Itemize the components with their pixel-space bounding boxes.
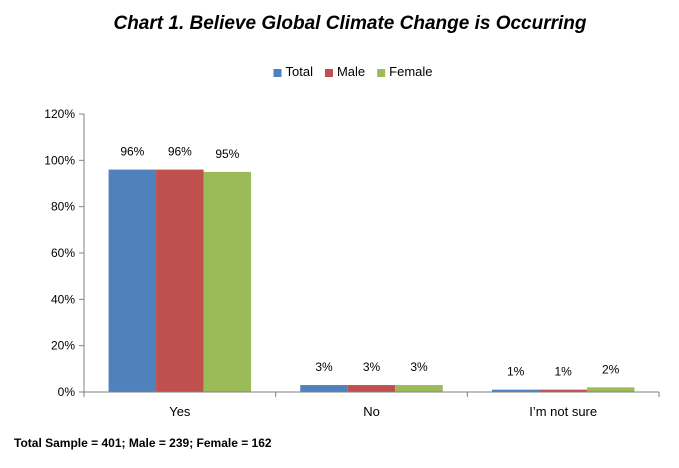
x-axis: Yes No I’m not sure	[83, 391, 660, 419]
data-label: 96%	[120, 145, 144, 159]
legend-item-female: Female	[377, 64, 433, 79]
data-label: 2%	[602, 362, 620, 376]
bar-female	[395, 385, 443, 392]
data-label: 1%	[554, 365, 572, 379]
y-tick-label: 60%	[51, 246, 75, 260]
category-label: Yes	[169, 404, 191, 419]
y-tick-label: 20%	[51, 339, 75, 353]
y-tick-label: 80%	[51, 200, 75, 214]
legend-label: Female	[389, 64, 432, 79]
y-tick-label: 120%	[44, 107, 75, 121]
data-label: 3%	[315, 360, 333, 374]
data-label: 95%	[215, 147, 239, 161]
bar-total	[491, 389, 540, 392]
bar-male	[156, 169, 204, 392]
bar-male	[539, 389, 587, 392]
chart-title: Chart 1. Believe Global Climate Change i…	[113, 13, 586, 34]
legend-swatch	[273, 69, 282, 77]
data-label: 96%	[168, 145, 192, 159]
legend-swatch	[377, 69, 386, 77]
data-label: 1%	[507, 365, 525, 379]
bar-female	[586, 387, 635, 392]
data-label: 3%	[410, 360, 428, 374]
sample-footnote: Total Sample = 401; Male = 239; Female =…	[14, 436, 272, 450]
bar-total	[108, 169, 157, 392]
legend-item-total: Total	[273, 64, 313, 79]
legend: Total Male Female	[273, 64, 433, 79]
bar-total	[300, 385, 348, 392]
y-tick-label: 100%	[44, 153, 75, 167]
y-tick-label: 40%	[51, 292, 75, 306]
legend-label: Male	[337, 64, 365, 79]
data-label: 3%	[363, 360, 381, 374]
legend-swatch	[324, 69, 333, 77]
y-axis: 0% 20% 40% 60% 80% 100% 120%	[44, 107, 85, 399]
bar-female	[203, 171, 252, 392]
category-label: No	[363, 404, 380, 419]
bar-male	[347, 385, 396, 392]
legend-item-male: Male	[324, 64, 365, 79]
legend-label: Total	[285, 64, 313, 79]
category-label: I’m not sure	[529, 404, 597, 419]
y-tick-label: 0%	[58, 385, 76, 399]
plot-area: 96% 96% 95% 3% 3% 3% 1% 1% 2%	[108, 145, 635, 392]
